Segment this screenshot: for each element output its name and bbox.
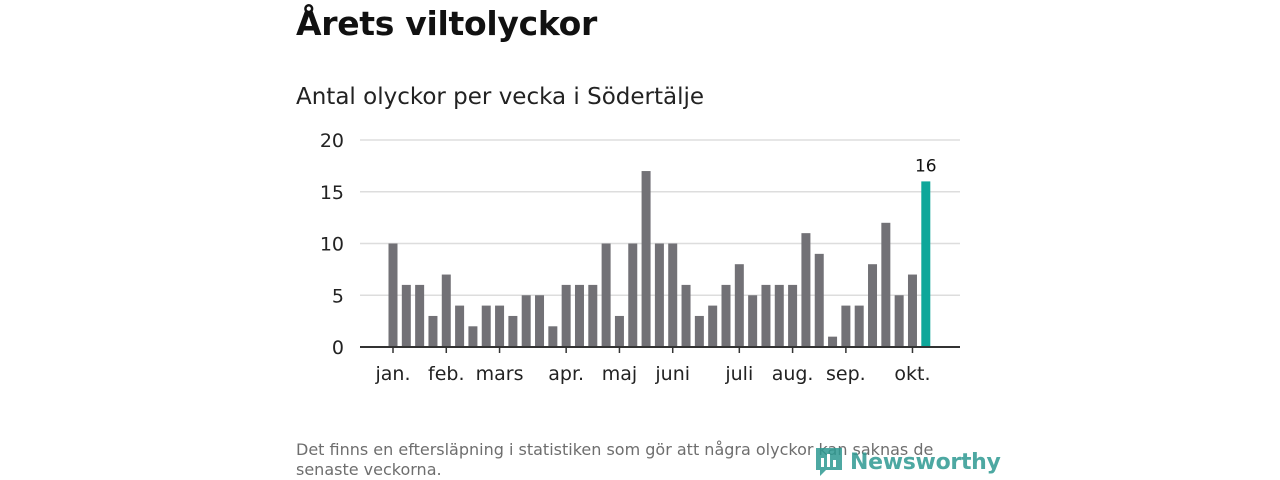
y-tick-label: 20	[320, 130, 344, 152]
brand-logo: Newsworthy	[814, 446, 1001, 478]
bar	[801, 233, 811, 347]
bar	[881, 222, 891, 347]
bar	[894, 295, 904, 347]
bar	[814, 253, 824, 347]
bar	[495, 305, 505, 347]
bar	[455, 305, 465, 347]
x-tick-label: apr.	[548, 363, 584, 385]
x-tick-label: sep.	[826, 363, 866, 385]
bar	[481, 305, 491, 347]
bar	[907, 274, 917, 347]
y-tick-label: 0	[332, 337, 344, 359]
chart-subtitle: Antal olyckor per vecka i Södertälje	[296, 84, 705, 110]
bar-highlight	[921, 181, 931, 347]
bar-chart: 0 5 10 15 20 16 jan. feb. mars apr. maj juni juli aug…	[320, 130, 960, 385]
x-tick-label: okt.	[894, 363, 930, 385]
bar	[535, 295, 545, 347]
y-tick-label: 15	[320, 182, 344, 204]
bar	[428, 315, 438, 347]
bar	[521, 295, 531, 347]
bar	[588, 284, 598, 347]
bar	[628, 243, 638, 347]
x-tick-label: maj	[602, 363, 637, 385]
bar	[574, 284, 584, 347]
bar	[561, 284, 571, 347]
x-tick-label: aug.	[772, 363, 814, 385]
bar	[721, 284, 731, 347]
bar	[854, 305, 864, 347]
bar	[734, 264, 744, 347]
chart-title: Årets viltolyckor	[296, 4, 597, 43]
y-tick-label: 5	[332, 285, 344, 307]
bar	[614, 315, 624, 347]
bar	[708, 305, 718, 347]
bar	[868, 264, 878, 347]
bar	[748, 295, 758, 347]
bar	[841, 305, 851, 347]
bar	[761, 284, 771, 347]
footnote: Det finns en eftersläpning i statistiken…	[296, 440, 934, 479]
bar	[548, 326, 558, 347]
bar	[415, 284, 425, 347]
x-tick-label: mars	[476, 363, 524, 385]
bar	[828, 336, 838, 347]
bar	[601, 243, 611, 347]
bar	[788, 284, 798, 347]
data-label: 16	[915, 156, 937, 176]
bar	[668, 243, 678, 347]
bar	[694, 315, 704, 347]
newsworthy-logo-icon	[816, 448, 842, 476]
bar	[388, 243, 398, 347]
bar	[774, 284, 784, 347]
y-tick-label: 10	[320, 234, 344, 256]
x-tick-label: jan.	[374, 363, 410, 385]
bar	[401, 284, 411, 347]
brand-name: Newsworthy	[850, 449, 1001, 475]
bar	[508, 315, 518, 347]
bar	[681, 284, 691, 347]
bar	[641, 171, 651, 347]
bar	[468, 326, 478, 347]
x-tick-label: juli	[724, 363, 753, 385]
x-tick-label: juni	[654, 363, 690, 385]
bar	[441, 274, 451, 347]
x-tick-label: feb.	[428, 363, 464, 385]
bar	[654, 243, 664, 347]
